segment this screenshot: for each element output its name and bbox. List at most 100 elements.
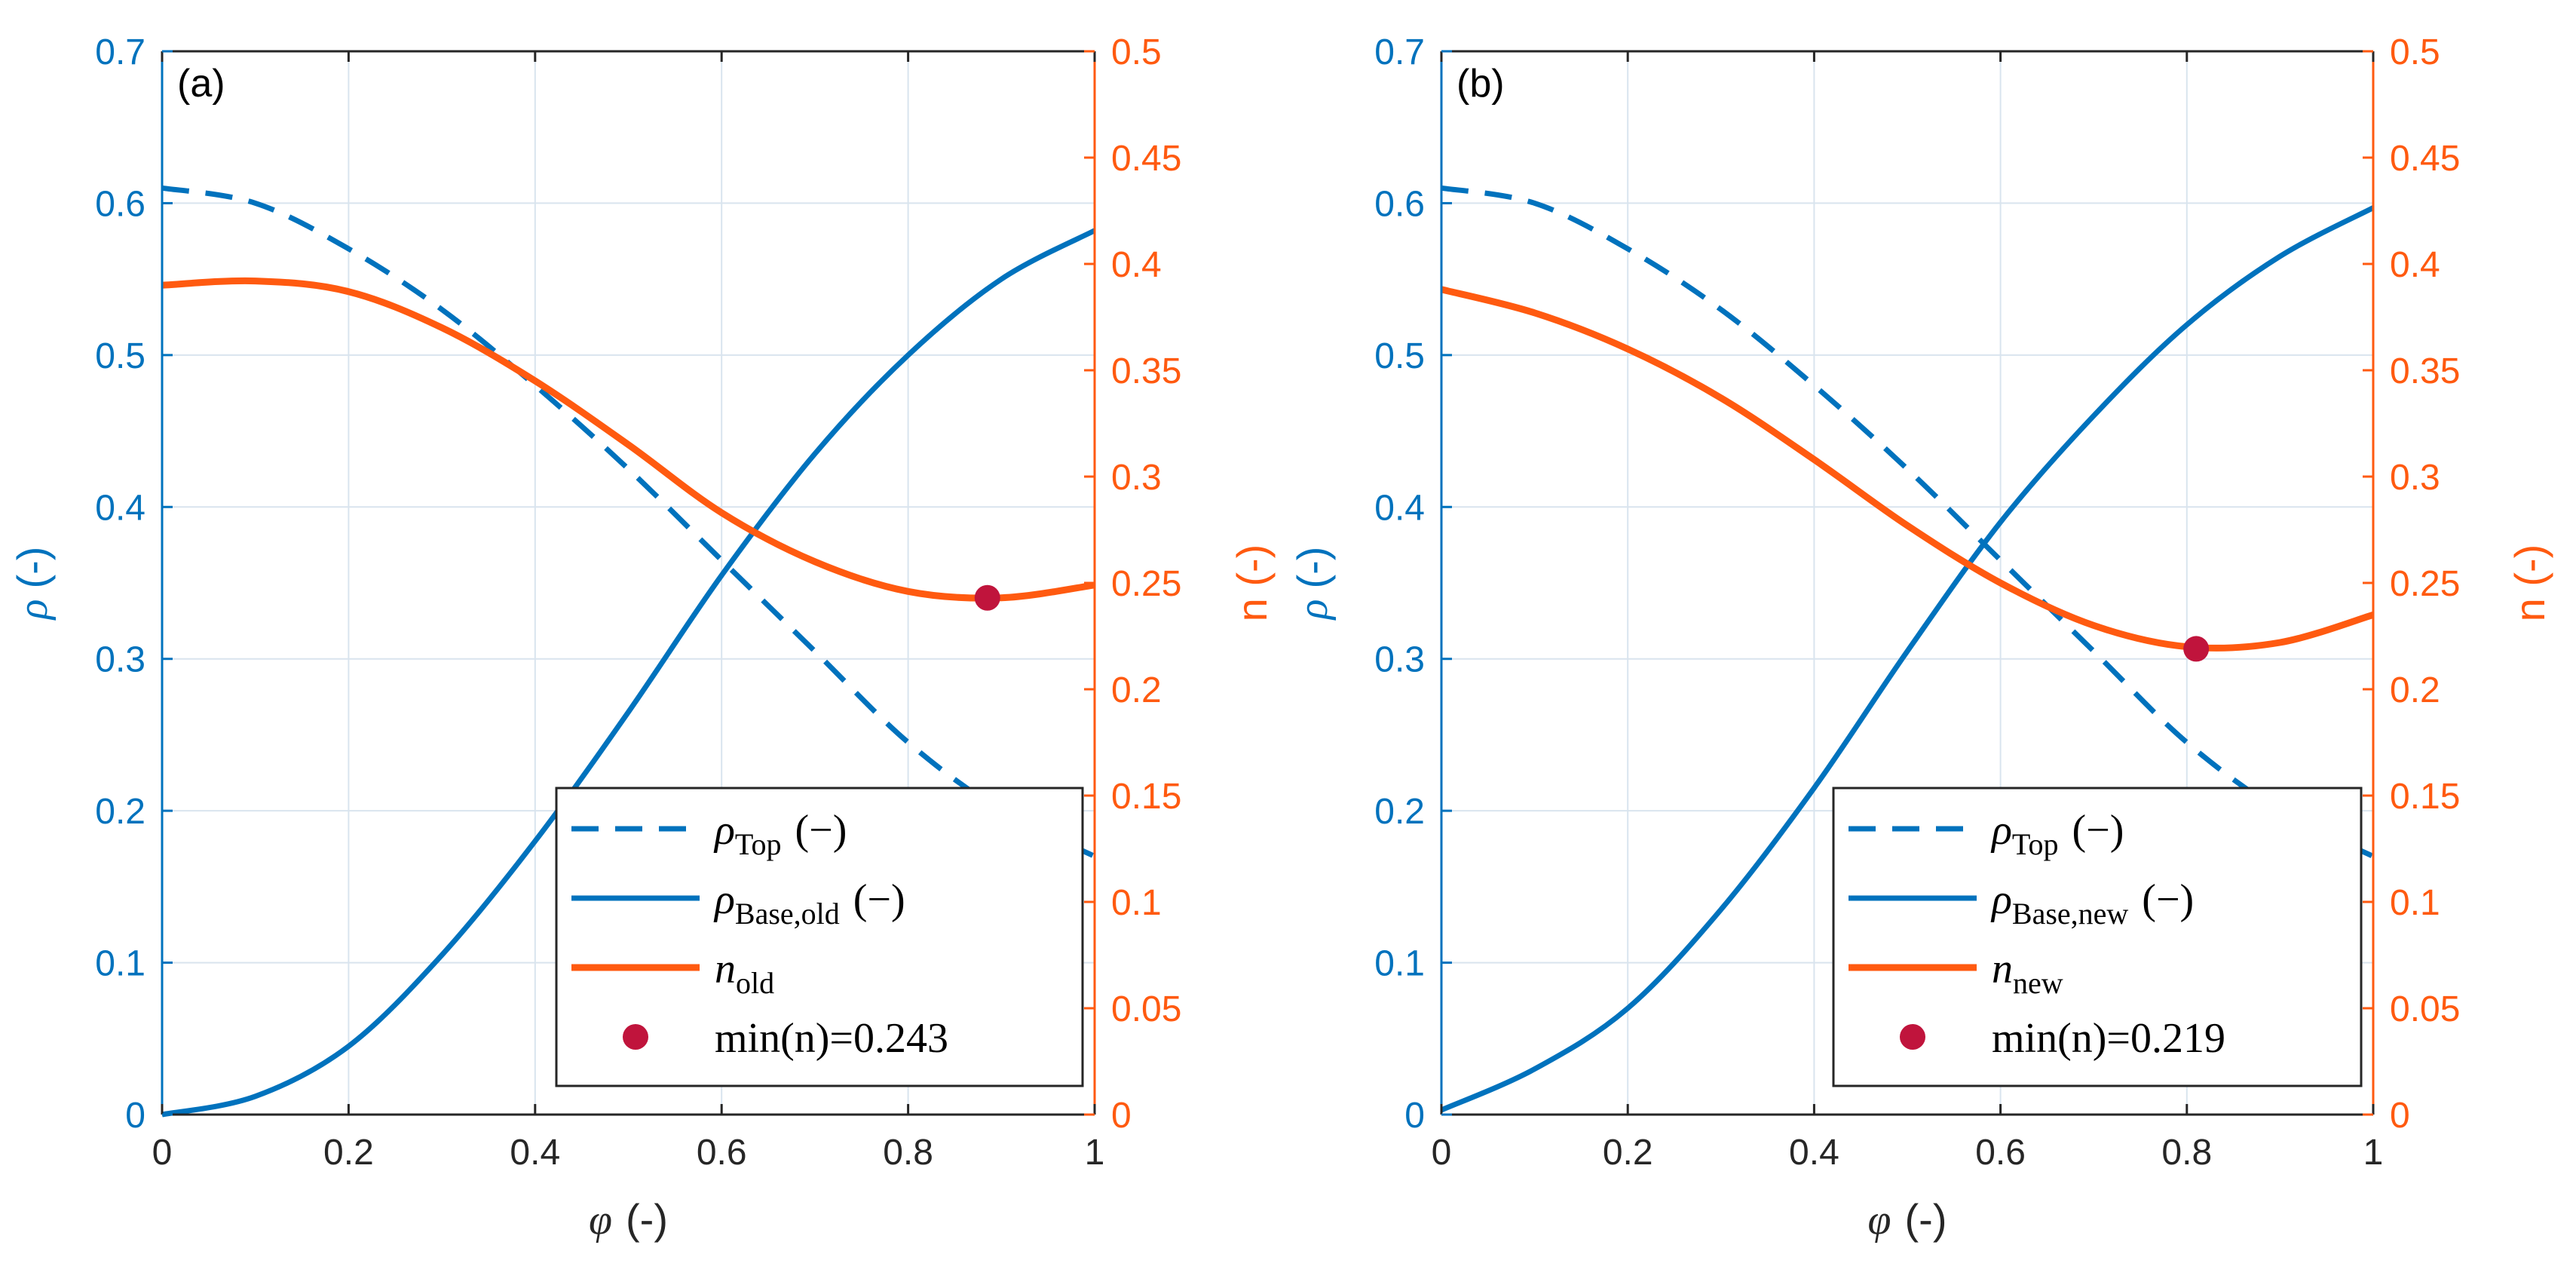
x-tick-label: 0.8 (2161, 1133, 2212, 1173)
legend-label-symbol: n (715, 946, 736, 992)
x-tick-label: 0 (1432, 1133, 1452, 1173)
y-left-tick-label: 0.1 (95, 944, 145, 984)
y-right-tick-label: 0.25 (1111, 564, 1181, 604)
legend-marker-swatch (623, 1024, 648, 1050)
x-tick-label: 0.2 (1603, 1133, 1653, 1173)
legend-label-1: ρTop (−) (713, 807, 847, 861)
y-left-axis-label-symbol: ρ (1290, 600, 1337, 621)
legend-label-tail: (−) (853, 876, 905, 923)
y-left-tick-label: 0.5 (95, 336, 145, 376)
y-left-tick-label: 0.1 (1374, 944, 1425, 984)
y-left-tick-label: 0.6 (95, 184, 145, 224)
y-left-tick-label: 0.5 (1374, 336, 1425, 376)
legend-label-2: ρBase,new (−) (1990, 876, 2194, 931)
y-right-tick-label: 0.45 (2390, 139, 2460, 179)
legend-label-subscript: Base,old (735, 897, 840, 931)
series-line-3 (1440, 286, 2375, 652)
y-left-axis-label: ρ (-) (1288, 547, 1337, 621)
y-right-tick-label: 0.5 (1111, 32, 1162, 72)
x-tick-label: 0.8 (883, 1133, 933, 1173)
legend-label-3: nnew (1992, 946, 2063, 1000)
y-left-tick-label: 0.2 (1374, 792, 1425, 832)
panel-label: (b) (1456, 62, 1505, 106)
x-tick-label: 1 (1085, 1133, 1105, 1173)
series-line-1 (1441, 185, 2375, 859)
y-right-tick-label: 0 (2390, 1096, 2410, 1136)
x-axis-label-symbol: φ (589, 1197, 612, 1244)
y-left-axis-label: ρ (-) (8, 547, 57, 621)
x-axis-label-unit: (-) (626, 1195, 668, 1243)
legend-label-marker: min(n)=0.243 (715, 1015, 948, 1062)
series-line-2 (161, 228, 1096, 1118)
legend-label-marker: min(n)=0.219 (1992, 1015, 2225, 1062)
y-right-tick-label: 0.1 (1111, 883, 1162, 923)
legend-label-symbol: ρ (1990, 876, 2012, 923)
min-marker (974, 584, 1000, 611)
x-axis-label: φ (-) (589, 1195, 668, 1244)
y-right-tick-label: 0.2 (1111, 670, 1162, 710)
y-right-tick-label: 0 (1111, 1096, 1132, 1136)
legend-label-subscript: Top (735, 827, 782, 861)
legend-label-3: nold (715, 946, 774, 1000)
y-left-tick-label: 0.4 (1374, 488, 1425, 528)
y-right-axis-label: n (-) (2506, 544, 2553, 622)
series-line-1 (161, 185, 1096, 859)
y-right-tick-label: 0.05 (1111, 989, 1181, 1029)
x-tick-label: 0.2 (323, 1133, 374, 1173)
legend-label-1: ρTop (−) (1990, 807, 2124, 861)
y-left-axis-label-unit: (-) (8, 547, 56, 589)
y-left-tick-label: 0.4 (95, 488, 145, 528)
y-right-tick-label: 0.2 (2390, 670, 2440, 710)
legend-label-subscript: Base,new (2012, 897, 2129, 931)
y-right-tick-label: 0.4 (1111, 245, 1162, 285)
x-axis-label: φ (-) (1868, 1195, 1947, 1244)
y-right-tick-label: 0.25 (2390, 564, 2460, 604)
legend-label-symbol: n (1992, 946, 2013, 992)
y-right-tick-label: 0.05 (2390, 989, 2460, 1029)
y-left-tick-label: 0.2 (95, 792, 145, 832)
y-right-tick-label: 0.4 (2390, 245, 2440, 285)
y-right-tick-label: 0.5 (2390, 32, 2440, 72)
x-tick-label: 0.4 (1789, 1133, 1839, 1173)
x-tick-label: 1 (2363, 1133, 2384, 1173)
y-right-tick-label: 0.15 (1111, 777, 1181, 817)
legend-label-tail: (−) (795, 807, 847, 854)
legend-label-tail: (−) (2072, 807, 2124, 854)
y-right-tick-label: 0.35 (1111, 351, 1181, 391)
legend-label-symbol: ρ (713, 876, 735, 923)
y-left-axis-label-unit: (-) (1288, 547, 1336, 589)
y-left-tick-label: 0.6 (1374, 184, 1425, 224)
chart-panel-1: 0 0.2 0.4 0.6 0.8 100.10.20.30.40.50.60.700.0… (8, 32, 1276, 1244)
legend-label-2: ρBase,old (−) (713, 876, 905, 931)
x-axis-label-unit: (-) (1905, 1195, 1947, 1243)
y-left-tick-label: 0.3 (95, 640, 145, 680)
y-right-tick-label: 0.15 (2390, 777, 2460, 817)
y-left-tick-label: 0.7 (95, 32, 145, 72)
y-right-tick-label: 0.45 (1111, 139, 1181, 179)
x-axis-label-symbol: φ (1868, 1197, 1891, 1244)
y-right-tick-label: 0.35 (2390, 351, 2460, 391)
series-line-3 (161, 277, 1095, 602)
legend-label-symbol: ρ (713, 807, 735, 854)
legend-label-subscript: old (736, 966, 774, 1000)
legend-marker-swatch (1900, 1024, 1925, 1050)
panel-label: (a) (177, 62, 225, 106)
chart-panel-2: 0 0.2 0.4 0.6 0.8 100.10.20.30.40.50.60.700.0… (1288, 32, 2553, 1244)
x-tick-label: 0.4 (510, 1133, 560, 1173)
y-left-tick-label: 0 (125, 1096, 145, 1136)
y-left-tick-label: 0 (1404, 1096, 1425, 1136)
min-marker (2183, 636, 2210, 662)
y-left-axis-label-symbol: ρ (10, 600, 57, 621)
y-left-tick-label: 0.3 (1374, 640, 1425, 680)
x-tick-label: 0 (152, 1133, 173, 1173)
y-right-tick-label: 0.3 (1111, 458, 1162, 498)
series-line-2 (1440, 205, 2375, 1113)
legend-label-subscript: new (2013, 966, 2063, 1000)
x-tick-label: 0.6 (697, 1133, 747, 1173)
x-tick-label: 0.6 (1975, 1133, 2026, 1173)
y-right-tick-label: 0.1 (2390, 883, 2440, 923)
legend-label-symbol: ρ (1990, 807, 2012, 854)
